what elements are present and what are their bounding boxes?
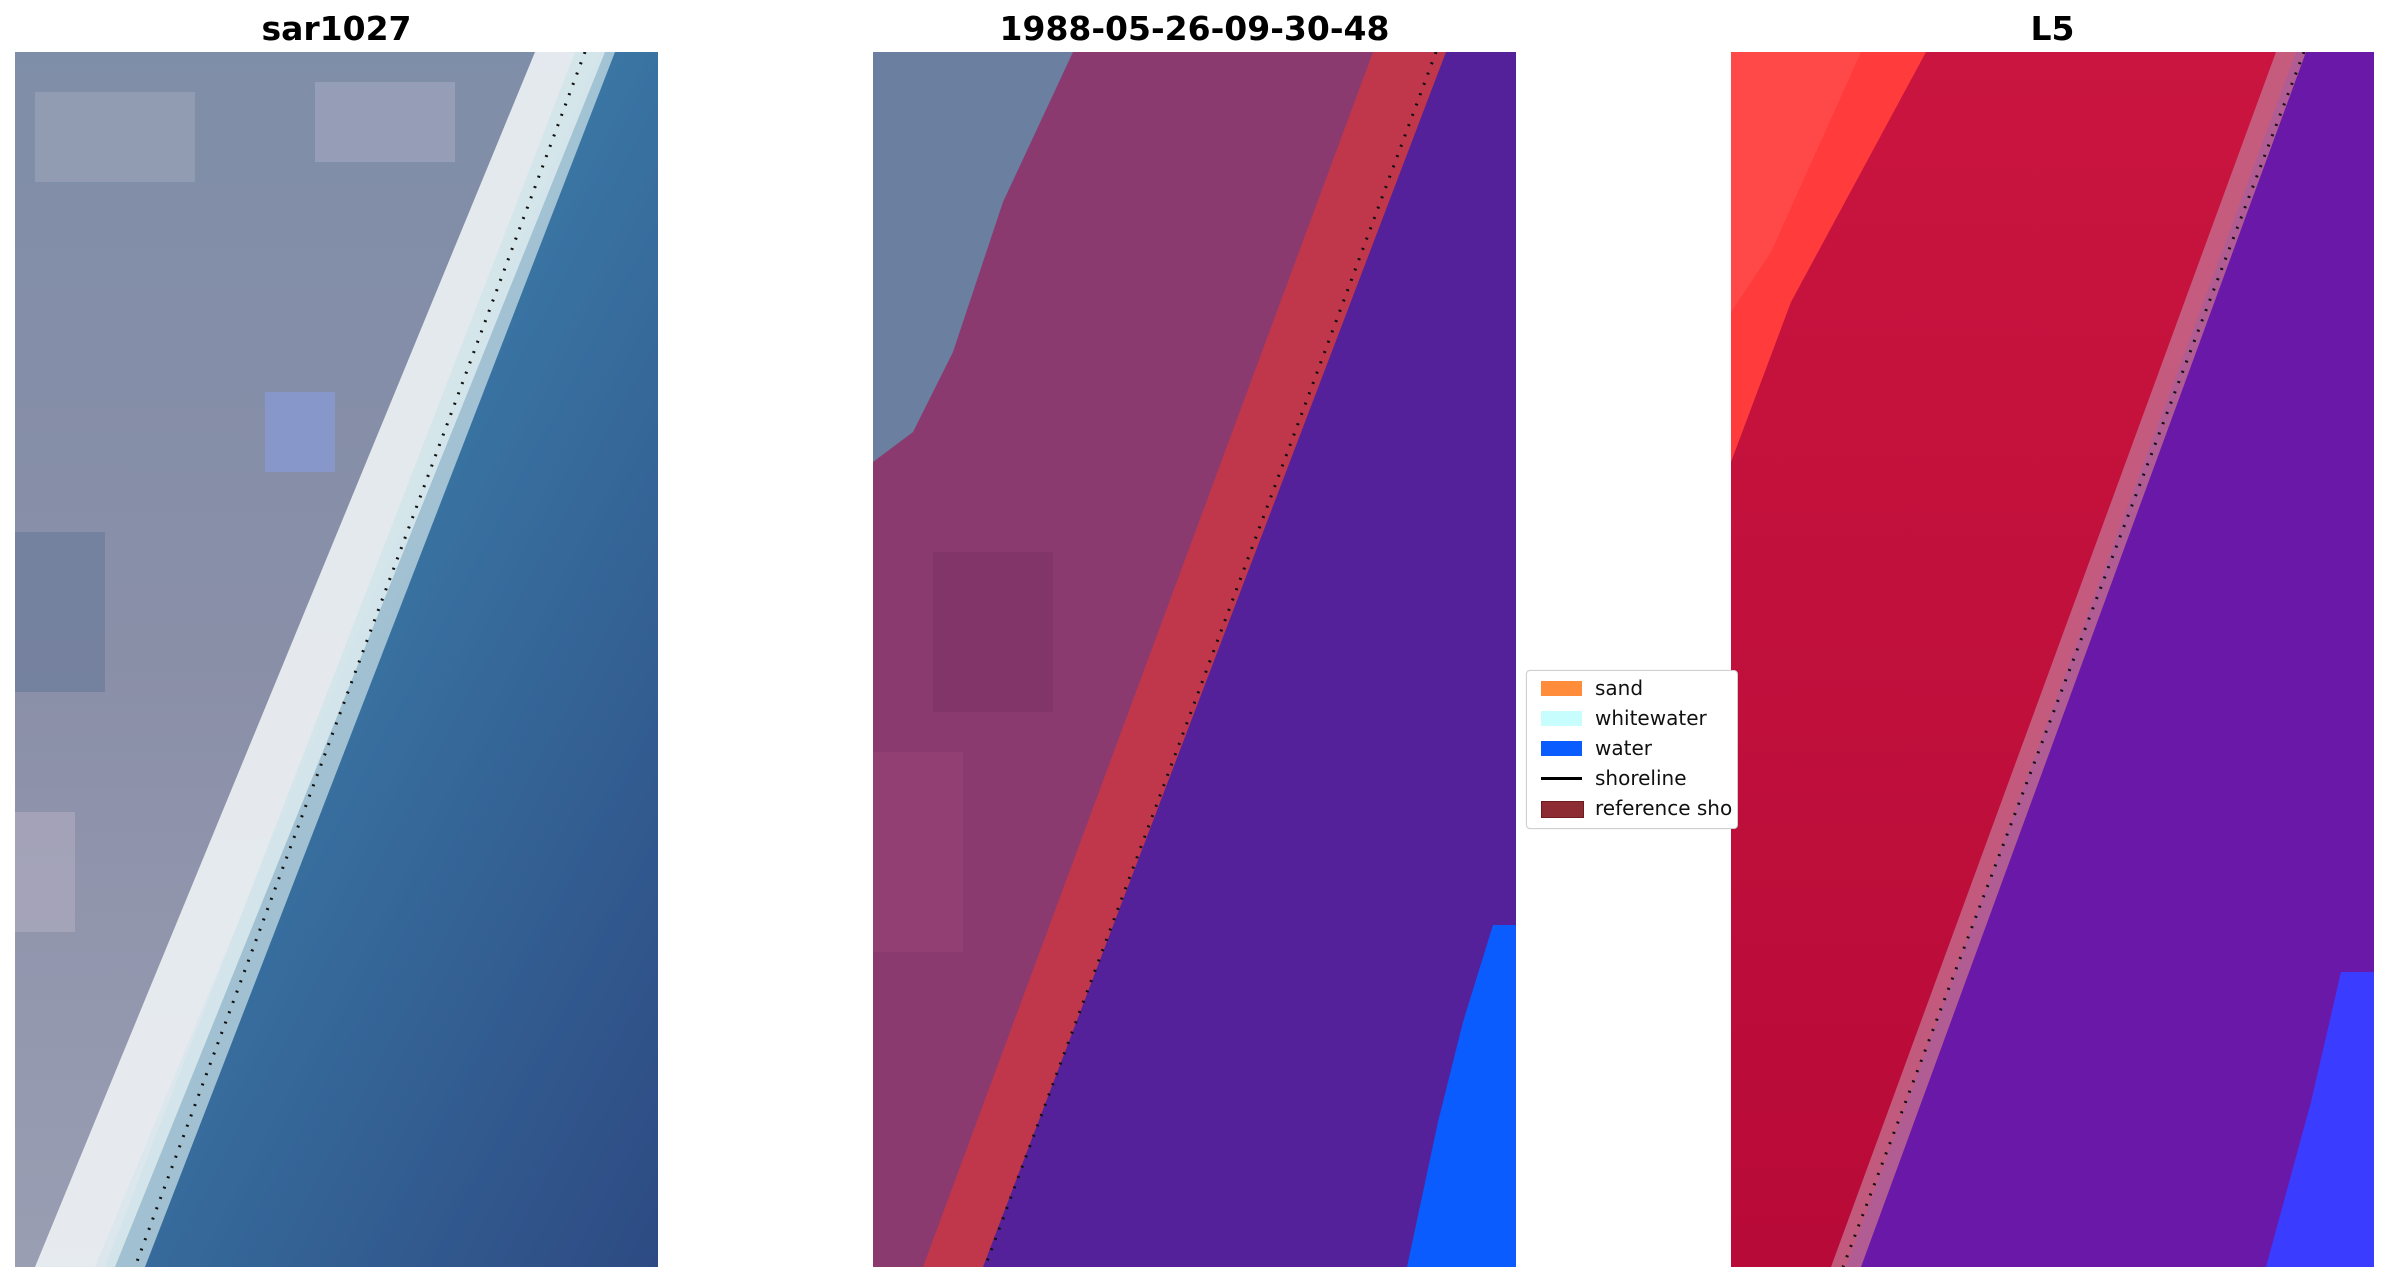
index-image-panel — [1731, 52, 2374, 1267]
legend-item-sand: sand — [1535, 674, 1737, 702]
classified-image — [873, 52, 1516, 1267]
legend-label-sand: sand — [1595, 676, 1644, 700]
panel-title-classified: 1988-05-26-09-30-48 — [999, 9, 1390, 48]
legend-label-shoreline: shoreline — [1595, 766, 1687, 790]
panel-title-rgb: sar1027 — [261, 9, 412, 48]
classified-image-panel — [873, 52, 1516, 1267]
legend-swatch-shoreline — [1541, 777, 1582, 780]
legend-label-reference-shoreline: reference sho — [1595, 796, 1733, 820]
legend-label-water: water — [1595, 736, 1652, 760]
shoreline-index — [1841, 52, 2306, 1267]
legend-item-shoreline: shoreline — [1535, 764, 1737, 792]
rgb-image — [15, 52, 658, 1267]
legend-item-water: water — [1535, 734, 1737, 762]
legend-item-reference-shoreline: reference sho — [1535, 794, 1737, 822]
legend-swatch-sand — [1541, 681, 1582, 696]
legend-swatch-whitewater — [1541, 711, 1582, 726]
index-image — [1731, 52, 2374, 1267]
legend: sand whitewater water shoreline referenc… — [1526, 670, 1738, 829]
legend-label-whitewater: whitewater — [1595, 706, 1707, 730]
legend-swatch-water — [1541, 741, 1582, 756]
legend-item-whitewater: whitewater — [1535, 704, 1737, 732]
legend-swatch-reference-shoreline — [1541, 801, 1584, 818]
panel-title-index: L5 — [2030, 9, 2075, 48]
rgb-image-panel — [15, 52, 658, 1267]
shoreline — [133, 52, 587, 1267]
